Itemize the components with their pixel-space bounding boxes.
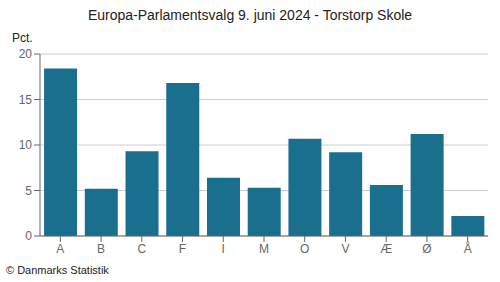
svg-text:0: 0 [25,229,32,243]
svg-text:M: M [259,242,269,256]
svg-text:15: 15 [19,93,33,107]
svg-text:Æ: Æ [380,242,392,256]
svg-text:A: A [56,242,64,256]
svg-text:I: I [222,242,225,256]
svg-text:O: O [300,242,309,256]
svg-text:F: F [179,242,186,256]
svg-text:B: B [97,242,105,256]
html-text:© Danmarks Statistik: © Danmarks Statistik [6,264,109,276]
html-text:Pct.: Pct. [12,31,33,45]
svg-text:10: 10 [19,138,33,152]
svg-text:Ø: Ø [422,242,431,256]
svg-text:5: 5 [25,184,32,198]
svg-text:20: 20 [19,47,33,61]
svg-text:C: C [137,242,146,256]
svg-text:Å: Å [464,241,472,256]
html-text:Europa-Parlamentsvalg 9. juni: Europa-Parlamentsvalg 9. juni 2024 - Tor… [87,7,413,23]
svg-text:V: V [341,242,349,256]
